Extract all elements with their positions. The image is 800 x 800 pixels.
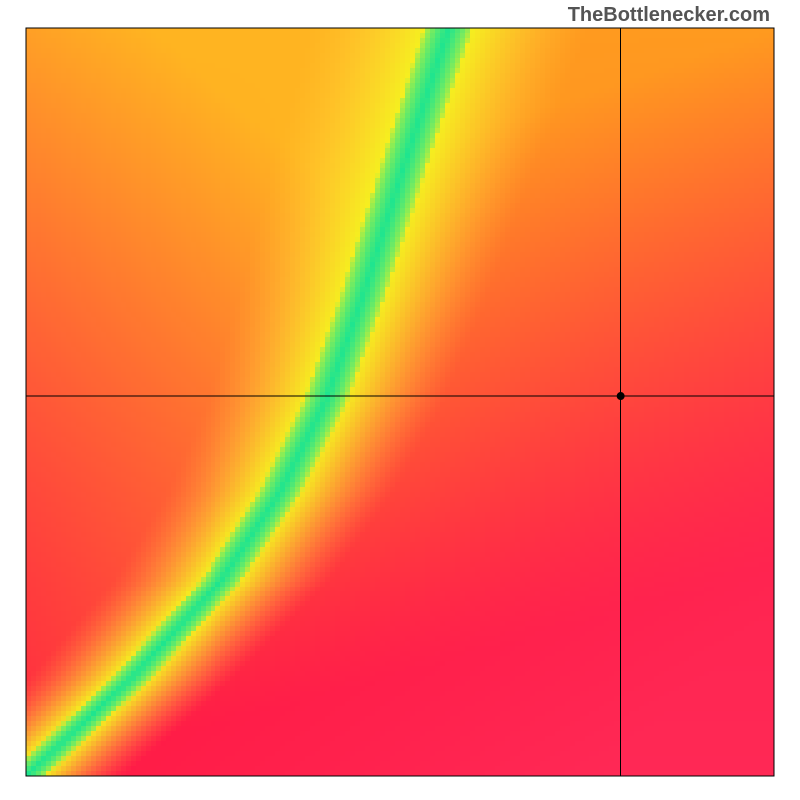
bottleneck-heatmap — [26, 28, 774, 776]
chart-container: TheBottlenecker.com — [0, 0, 800, 800]
watermark-text: TheBottlenecker.com — [568, 4, 770, 27]
